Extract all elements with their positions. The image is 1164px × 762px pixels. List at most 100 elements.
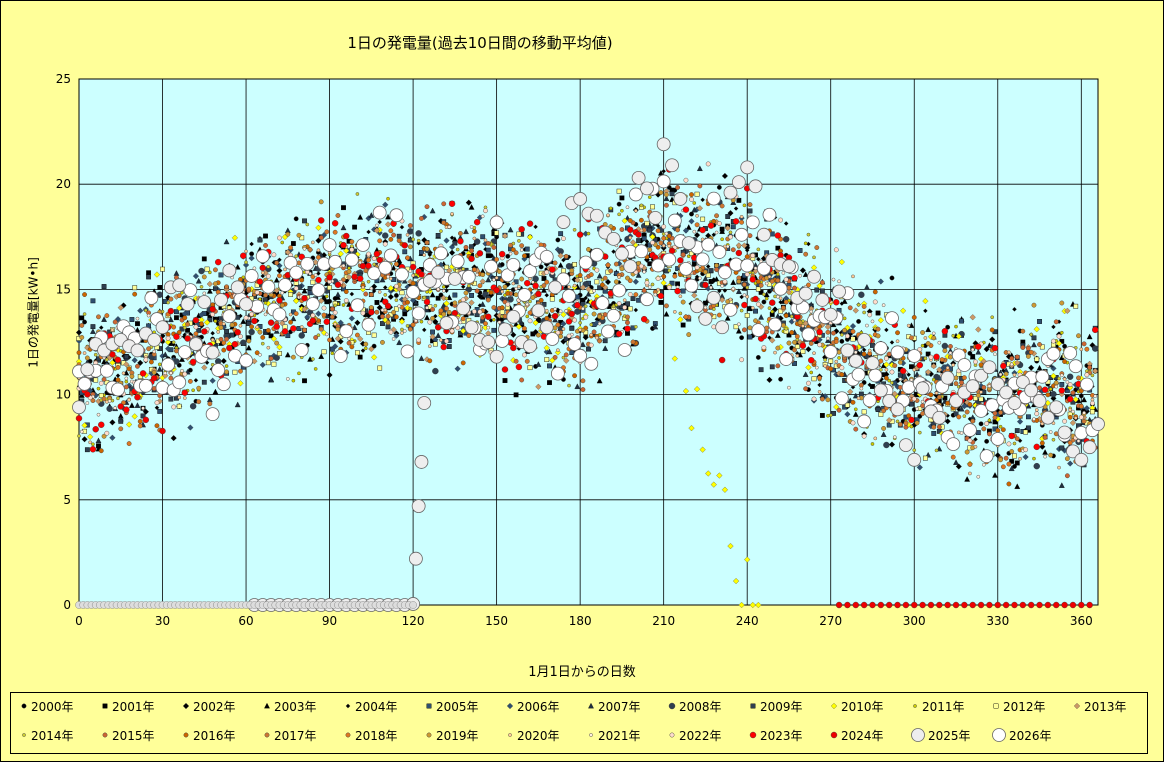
- point-2024: [518, 226, 525, 233]
- point-2023: [1033, 443, 1040, 451]
- point-2025: [531, 303, 546, 318]
- point-2020: [1007, 350, 1011, 355]
- point-2019: [975, 392, 981, 398]
- point-2014: [1051, 437, 1056, 442]
- point-2004: [210, 330, 215, 336]
- point-2007: [268, 376, 274, 383]
- point-2021: [480, 214, 485, 219]
- point-2014: [561, 355, 566, 360]
- point-2026: [155, 380, 170, 395]
- point-2018: [605, 262, 611, 268]
- point-2010: [833, 403, 840, 411]
- point-2016: [850, 399, 856, 405]
- point-2011: [291, 378, 296, 383]
- legend-label: 2013年: [1084, 699, 1127, 714]
- point-2013: [501, 232, 509, 239]
- point-2026: [111, 382, 125, 397]
- point-2018: [310, 274, 316, 280]
- point-2016: [260, 334, 266, 340]
- point-2015: [680, 252, 686, 257]
- point-2024: [944, 601, 951, 609]
- point-2024: [551, 312, 559, 320]
- legend-marker-shape: [182, 702, 190, 710]
- point-2018: [187, 378, 193, 384]
- point-2020: [221, 322, 226, 326]
- point-2023: [123, 406, 130, 413]
- point-2001: [263, 233, 268, 239]
- point-2022: [471, 309, 477, 314]
- point-2010: [710, 481, 717, 488]
- point-2018: [471, 267, 477, 273]
- point-2021: [581, 306, 585, 311]
- point-2020: [778, 296, 783, 301]
- point-2012: [1012, 453, 1017, 459]
- point-2009: [201, 379, 207, 385]
- point-2023: [532, 282, 539, 290]
- point-2023: [707, 222, 715, 229]
- point-2018: [555, 322, 561, 328]
- legend-marker-shape: [750, 703, 756, 709]
- point-2001: [201, 256, 207, 262]
- point-2010: [1072, 396, 1079, 403]
- point-2003: [730, 279, 737, 285]
- point-2008: [1050, 390, 1057, 398]
- point-2004: [923, 308, 928, 314]
- point-2010: [131, 413, 138, 420]
- point-2022: [321, 305, 327, 311]
- point-2017: [318, 326, 324, 332]
- point-2025: [648, 210, 663, 225]
- point-2003: [1042, 449, 1048, 455]
- legend-marker: [264, 702, 270, 709]
- point-2022: [778, 217, 784, 223]
- point-2021: [497, 320, 502, 325]
- point-2017: [613, 261, 619, 267]
- point-2010: [270, 335, 277, 342]
- point-2018: [332, 229, 338, 235]
- point-2014: [355, 192, 360, 196]
- point-2010: [526, 234, 534, 241]
- point-2019: [897, 359, 903, 365]
- point-2013: [563, 357, 570, 364]
- point-2007: [958, 405, 965, 412]
- x-tick-label: 270: [819, 614, 842, 628]
- point-2017: [931, 424, 937, 430]
- point-2018: [716, 312, 722, 318]
- legend-label: 2005年: [436, 699, 479, 714]
- legend-item: 2001年: [100, 698, 155, 714]
- point-2020: [856, 396, 861, 401]
- point-2014: [667, 268, 672, 273]
- point-2006: [259, 361, 266, 368]
- point-2020: [728, 297, 733, 302]
- point-2018: [321, 312, 327, 318]
- point-2019: [1076, 333, 1081, 339]
- point-2023: [315, 276, 322, 284]
- point-2007: [546, 348, 553, 355]
- point-2017: [964, 409, 970, 415]
- point-2017: [213, 267, 218, 273]
- point-2014: [366, 279, 371, 284]
- point-2021: [798, 273, 802, 278]
- point-2025: [932, 410, 947, 425]
- point-2021: [1054, 384, 1059, 389]
- point-2017: [580, 378, 586, 384]
- point-2010: [705, 470, 712, 477]
- point-2012: [700, 216, 706, 222]
- point-2021: [742, 293, 747, 297]
- point-2022: [310, 313, 316, 318]
- point-2023: [975, 343, 982, 350]
- point-2017: [970, 418, 976, 424]
- point-2026: [556, 272, 571, 287]
- point-2014: [444, 296, 449, 301]
- point-2001: [290, 241, 296, 246]
- point-2025: [740, 160, 755, 175]
- point-2020: [867, 348, 872, 353]
- point-2020: [973, 444, 978, 449]
- point-2001: [819, 413, 825, 418]
- point-2017: [1076, 375, 1081, 381]
- point-2025: [408, 551, 423, 566]
- point-2016: [82, 292, 87, 297]
- legend-marker-shape: [993, 703, 999, 709]
- point-2021: [146, 313, 151, 318]
- point-2008: [941, 342, 949, 350]
- legend-marker: [992, 728, 1006, 742]
